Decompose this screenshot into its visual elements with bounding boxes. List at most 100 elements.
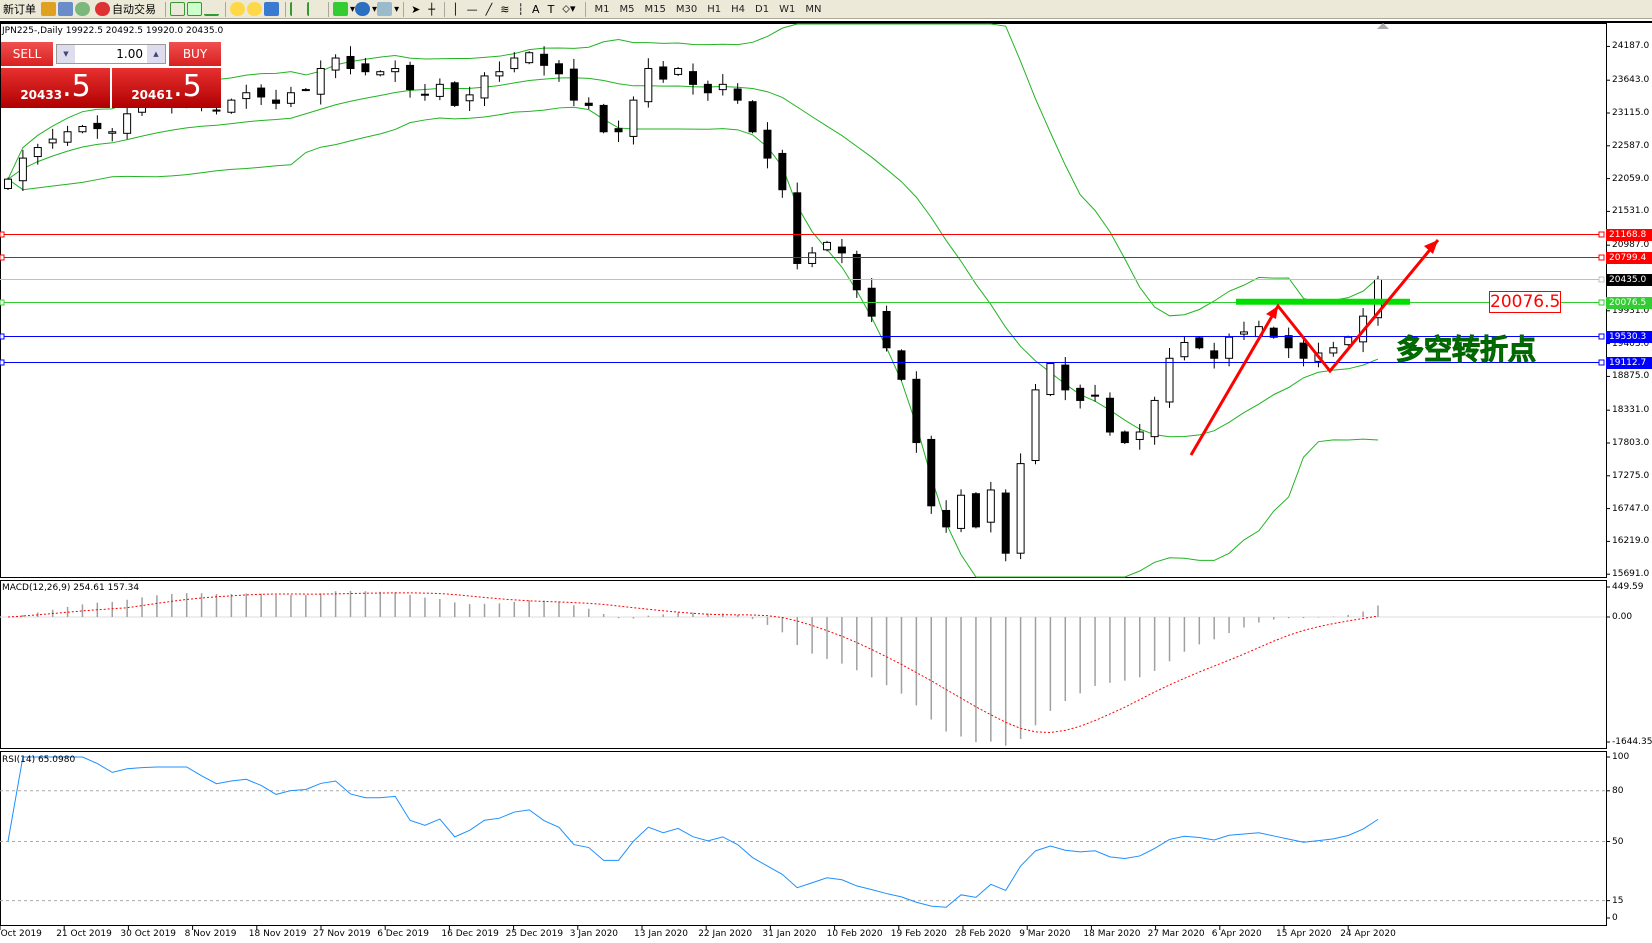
indicators-icon[interactable] — [333, 2, 348, 16]
candle-bullish[interactable] — [391, 68, 400, 73]
zoom-in-icon[interactable] — [230, 2, 245, 16]
candle-bearish[interactable] — [778, 152, 787, 191]
candle-bearish[interactable] — [1284, 335, 1293, 349]
cursor-icon[interactable]: ➤ — [411, 2, 421, 16]
candle-bullish[interactable] — [1329, 347, 1338, 354]
candle-bullish[interactable] — [286, 92, 295, 104]
candle-bullish[interactable] — [18, 157, 27, 182]
chart-area[interactable] — [0, 20, 1652, 943]
arrows-icon[interactable]: ⬦▾ — [562, 2, 576, 15]
candle-bearish[interactable] — [748, 101, 757, 133]
label-icon[interactable]: T — [547, 2, 555, 16]
candle-bearish[interactable] — [212, 109, 221, 112]
tile-icon[interactable] — [264, 2, 279, 16]
candle-bearish[interactable] — [554, 63, 563, 75]
line-handle[interactable] — [0, 299, 5, 306]
candle-bullish[interactable] — [1031, 389, 1040, 462]
timeframe-w1[interactable]: W1 — [779, 3, 796, 15]
candle-bearish[interactable] — [1120, 431, 1129, 444]
candle-bullish[interactable] — [331, 57, 340, 71]
candle-bullish[interactable] — [1150, 399, 1159, 438]
candle-bearish[interactable] — [1105, 397, 1114, 433]
zoom-out-icon[interactable] — [247, 2, 262, 16]
candle-bearish[interactable] — [971, 493, 980, 528]
candle-bearish[interactable] — [793, 192, 802, 264]
candle-bearish[interactable] — [1001, 492, 1010, 554]
candle-bearish[interactable] — [272, 99, 281, 104]
candle-bearish[interactable] — [912, 378, 921, 444]
candle-bearish[interactable] — [406, 64, 415, 91]
chart-shift-marker[interactable] — [1377, 23, 1389, 29]
candle-bullish[interactable] — [1046, 363, 1055, 396]
candle-bullish[interactable] — [1344, 336, 1353, 346]
candle-bullish[interactable] — [1239, 331, 1248, 335]
timeframe-h1[interactable]: H1 — [707, 3, 722, 15]
candle-bearish[interactable] — [93, 122, 102, 130]
sell-button[interactable]: SELL — [1, 42, 53, 66]
increase-lot-icon[interactable]: ▲ — [147, 45, 165, 63]
candle-bearish[interactable] — [1061, 364, 1070, 391]
candle-bullish[interactable] — [525, 52, 534, 64]
candle-bullish[interactable] — [435, 83, 444, 97]
candle-bullish[interactable] — [644, 68, 653, 103]
line-handle[interactable] — [1598, 254, 1605, 261]
candle-bearish[interactable] — [897, 350, 906, 380]
candle-bullish[interactable] — [1165, 357, 1174, 403]
candle-bullish[interactable] — [227, 99, 236, 113]
sell-price[interactable]: 20433.5 — [1, 68, 110, 108]
lot-size-stepper[interactable]: ▼ 1.00 ▲ — [56, 44, 166, 64]
candle-bullish[interactable] — [48, 138, 57, 144]
expert-icon[interactable] — [41, 2, 56, 16]
chart-shift-icon[interactable] — [307, 2, 322, 16]
fibonacci-icon[interactable]: ≋ — [500, 2, 510, 16]
candle-bullish[interactable] — [808, 252, 817, 264]
templates-icon[interactable] — [377, 2, 393, 16]
line-handle[interactable] — [0, 254, 5, 261]
candle-bearish[interactable] — [927, 438, 936, 507]
candle-bullish[interactable] — [510, 57, 519, 70]
timeframe-m30[interactable]: M30 — [675, 3, 698, 15]
candle-chart-icon[interactable] — [187, 2, 202, 16]
auto-trading-button[interactable]: 自动交易 — [92, 1, 159, 18]
candle-bullish[interactable] — [108, 131, 117, 134]
candle-bullish[interactable] — [301, 89, 310, 92]
candle-bullish[interactable] — [63, 131, 72, 143]
candle-bearish[interactable] — [942, 509, 951, 528]
candle-bearish[interactable] — [614, 128, 623, 133]
candle-bearish[interactable] — [852, 253, 861, 291]
buy-button[interactable]: BUY — [169, 42, 221, 66]
timeframe-m1[interactable]: M1 — [594, 3, 610, 15]
candle-bearish[interactable] — [540, 53, 549, 66]
candle-bullish[interactable] — [242, 92, 251, 100]
horizontal-line-icon[interactable]: — — [466, 2, 478, 16]
candle-bullish[interactable] — [1225, 336, 1234, 359]
line-handle[interactable] — [1598, 333, 1605, 340]
line-handle[interactable] — [1598, 359, 1605, 366]
crosshair-icon[interactable]: ┼ — [428, 2, 435, 16]
candle-bullish[interactable] — [465, 94, 474, 102]
timeframe-mn[interactable]: MN — [805, 3, 822, 15]
new-order-button[interactable]: 新订单 — [0, 1, 39, 18]
candle-bearish[interactable] — [346, 55, 355, 70]
candle-bullish[interactable] — [1016, 463, 1025, 554]
signal-icon[interactable] — [75, 2, 90, 16]
candle-bearish[interactable] — [1299, 342, 1308, 359]
candle-bullish[interactable] — [1091, 394, 1100, 397]
timeframe-d1[interactable]: D1 — [755, 3, 770, 15]
candle-bullish[interactable] — [495, 71, 504, 77]
timeframe-m5[interactable]: M5 — [619, 3, 635, 15]
trendline-icon[interactable]: ╱ — [485, 2, 493, 16]
candle-bearish[interactable] — [689, 71, 697, 85]
candle-bullish[interactable] — [4, 178, 12, 189]
candle-bearish[interactable] — [1195, 337, 1204, 349]
line-handle[interactable] — [1598, 276, 1605, 283]
line-handle[interactable] — [0, 333, 5, 340]
candle-bearish[interactable] — [1269, 327, 1278, 338]
line-handle[interactable] — [1598, 299, 1605, 306]
candle-bearish[interactable] — [837, 246, 846, 254]
candle-bearish[interactable] — [703, 83, 712, 94]
timeframe-h4[interactable]: H4 — [731, 3, 746, 15]
candle-bearish[interactable] — [257, 87, 266, 98]
bar-chart-icon[interactable] — [170, 2, 185, 16]
line-handle[interactable] — [1598, 231, 1605, 238]
